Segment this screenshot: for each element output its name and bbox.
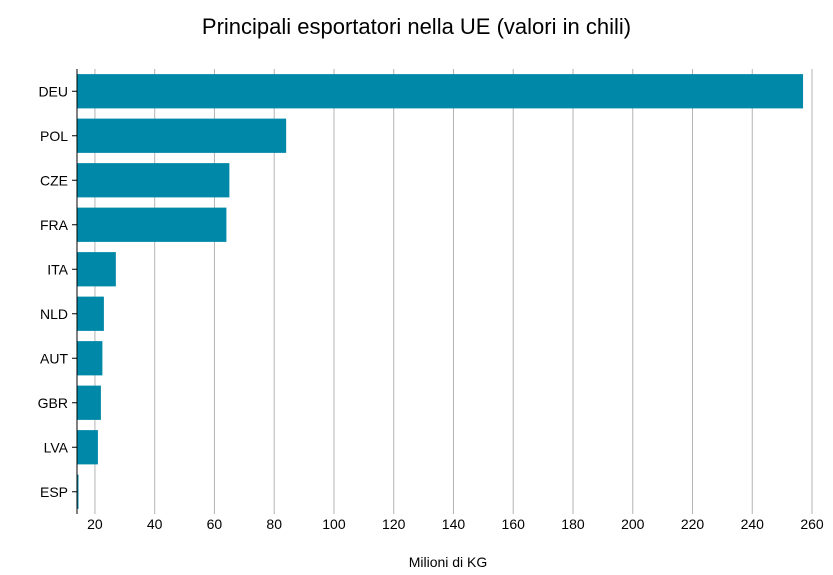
x-tick-label: 60 — [207, 516, 223, 532]
x-tick-label: 140 — [442, 516, 466, 532]
bar-cze — [77, 163, 230, 198]
x-tick-label: 240 — [741, 516, 765, 532]
x-tick-label: 180 — [561, 516, 585, 532]
x-tick-label: 260 — [800, 516, 824, 532]
bar-lva — [77, 430, 98, 465]
bar-gbr — [77, 385, 101, 420]
x-tick-label: 220 — [681, 516, 705, 532]
x-tick-label: 20 — [87, 516, 103, 532]
bar-deu — [77, 74, 804, 109]
bar-aut — [77, 341, 103, 376]
y-tick-label: POL — [40, 128, 68, 144]
x-tick-label: 40 — [147, 516, 163, 532]
bar-pol — [77, 118, 287, 153]
y-tick-label: DEU — [38, 83, 68, 99]
x-tick-label: 120 — [382, 516, 406, 532]
x-tick-label: 100 — [322, 516, 346, 532]
y-tick-label: GBR — [38, 395, 68, 411]
chart-title: Principali esportatori nella UE (valori … — [201, 14, 632, 39]
bar-fra — [77, 207, 227, 242]
y-tick-label: FRA — [40, 217, 69, 233]
bar-layer — [77, 74, 804, 509]
x-axis-label: Milioni di KG — [408, 554, 488, 570]
x-tick-label: 80 — [266, 516, 282, 532]
x-tick-label: 200 — [621, 516, 645, 532]
bar-esp — [77, 474, 79, 509]
bar-nld — [77, 296, 104, 331]
y-tick-label: AUT — [40, 350, 68, 366]
y-tick-label: LVA — [44, 439, 69, 455]
y-tick-label: NLD — [40, 306, 68, 322]
y-tick-label: ITA — [47, 261, 68, 277]
axis-layer: 20 40 60 80 100 120 140 160 180 200 220 240 260 DEU PO… — [38, 69, 824, 532]
y-tick-label: CZE — [40, 172, 68, 188]
x-tick-label: 160 — [502, 516, 526, 532]
bar-ita — [77, 252, 116, 287]
y-tick-label: ESP — [40, 484, 68, 500]
